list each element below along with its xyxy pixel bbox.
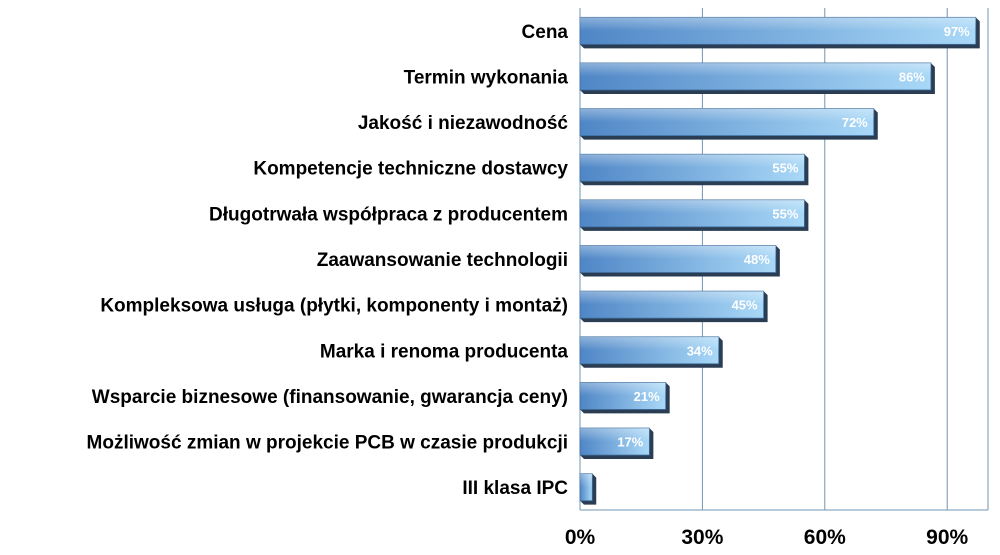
bar-highlight [580, 291, 764, 305]
category-label: Termin wykonania [404, 67, 569, 88]
value-label: 21% [634, 389, 660, 404]
x-tick-label: 90% [926, 526, 968, 549]
x-tick-label: 30% [681, 526, 723, 549]
bar-shadow [580, 473, 597, 505]
category-label: Możliwość zmian w projekcie PCB w czasie… [87, 433, 568, 454]
bar-shadow [580, 154, 809, 186]
category-label: Marka i renoma producenta [320, 341, 569, 362]
bar-shadow [580, 17, 980, 49]
x-tick-label: 0% [565, 526, 596, 549]
bar-0: 97% [579, 16, 980, 49]
bar-highlight [580, 245, 776, 259]
category-label: Długotrwała współpraca z producentem [209, 204, 568, 225]
bar-shadow [580, 108, 878, 140]
bar-10 [579, 473, 597, 505]
bar-highlight [580, 108, 874, 123]
bar-highlight [580, 199, 805, 214]
x-tick-label: 60% [804, 526, 846, 549]
bar-highlight [580, 154, 805, 168]
bar-1: 86% [579, 62, 935, 94]
bar-7: 34% [579, 336, 723, 368]
category-label: III klasa IPC [462, 478, 568, 499]
category-labels: Cena Termin wykonania Jakość i niezawodnoś… [87, 22, 569, 499]
category-label: Kompleksowa usługa (płytki, komponenty i… [100, 296, 568, 317]
bar-5: 48% [579, 245, 780, 277]
bars: 97% 86% 72% 55% 55% 48% 45% 34% 21% 17% [579, 16, 980, 505]
bar-shadow [580, 336, 723, 368]
bar-shadow [580, 428, 654, 460]
bar-8: 21% [579, 382, 670, 414]
bar-highlight [580, 62, 931, 77]
value-label: 55% [772, 161, 798, 176]
bar-highlight [580, 382, 666, 396]
value-label: 17% [617, 435, 643, 450]
value-label: 45% [732, 298, 758, 313]
category-label: Kompetencje techniczne dostawcy [253, 159, 568, 180]
bar-highlight [580, 473, 593, 488]
value-label: 48% [744, 252, 770, 267]
bar-highlight [580, 17, 976, 31]
bar-shadow [580, 291, 768, 323]
category-label: Zaawansowanie technologii [317, 250, 568, 271]
x-axis-tick-labels: 0% 30% 60% 90% [565, 526, 969, 549]
value-label: 97% [944, 24, 970, 39]
bar-shadow [580, 62, 935, 94]
value-label: 72% [842, 115, 868, 130]
bar-2: 72% [579, 108, 878, 140]
bar-highlight [580, 428, 650, 442]
value-label: 55% [772, 206, 798, 221]
value-label: 86% [899, 69, 925, 84]
bar-shadow [580, 199, 809, 231]
category-label: Cena [522, 22, 569, 43]
bar-highlight [580, 336, 719, 351]
bar-shadow [580, 245, 780, 277]
bar-3: 55% [579, 153, 809, 186]
category-label: Wsparcie biznesowe (finansowanie, gwaran… [92, 387, 568, 408]
bar-6: 45% [579, 290, 768, 323]
value-label: 34% [687, 343, 713, 358]
bar-shadow [580, 382, 670, 414]
category-label: Jakość i niezawodność [358, 113, 569, 134]
bar-4: 55% [579, 199, 809, 231]
bar-9: 17% [579, 427, 654, 460]
